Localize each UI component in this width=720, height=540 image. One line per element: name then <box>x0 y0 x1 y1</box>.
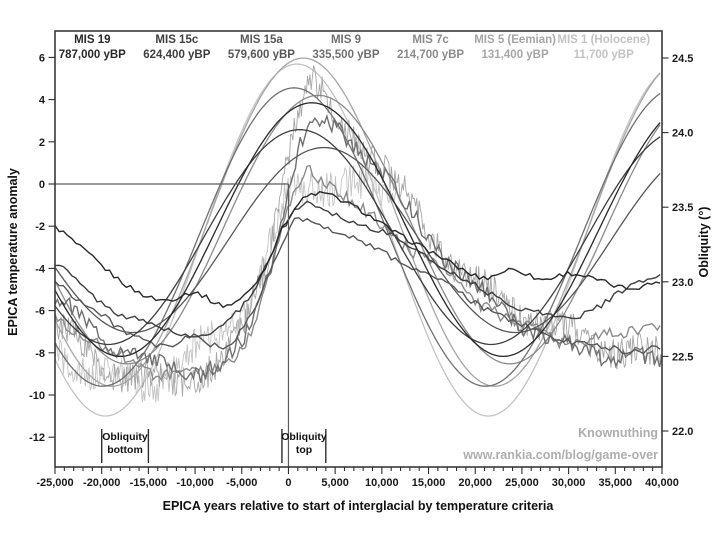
x-tick-label: -15,000 <box>130 477 167 489</box>
legend-series-name: MIS 7c <box>412 34 449 46</box>
y-left-tick-label: 4 <box>39 95 46 107</box>
x-tick-label: 10,000 <box>365 477 399 489</box>
x-tick-label: -20,000 <box>83 477 120 489</box>
plot-frame <box>54 30 663 468</box>
y-axis-label-right: Obliquity (°) <box>697 206 711 278</box>
annotation-obliquity-top-line1: Obliquity <box>281 431 327 443</box>
curves-layer <box>55 57 662 417</box>
legend-series-date: 11,700 yBP <box>573 49 634 61</box>
y-left-tick-label: -2 <box>35 221 45 233</box>
tick-labels: -25,000 -20,000 -15,000 -10,000 -5,000 0 5,000… <box>29 52 693 489</box>
legend-column: MIS 15a 579,600 yBP <box>219 33 304 63</box>
legend-column: MIS 5 (Eemian) 131,400 yBP <box>473 33 558 63</box>
series-mis-15a-temperature-line <box>55 216 661 355</box>
legend-series-name: MIS 19 <box>74 34 111 46</box>
y-axis-label-left: EPICA temperature anomaly <box>6 168 20 336</box>
legend: MIS 19 787,000 yBP MIS 15c 624,400 yBP MIS 1… <box>50 33 650 63</box>
series-mis-7c-temperature-line <box>55 164 661 382</box>
series-mis-9-temperature-line <box>55 113 662 383</box>
y-right-tick-label: 22.5 <box>672 351 693 363</box>
y-right-tick-label: 23.0 <box>672 277 693 289</box>
x-tick-label: 35,000 <box>598 477 632 489</box>
annotation-obliquity-bottom: Obliquity bottom <box>97 431 153 457</box>
y-left-tick-label: 0 <box>39 179 45 191</box>
x-tick-label: -10,000 <box>176 477 213 489</box>
legend-series-date: 335,500 yBP <box>312 49 380 61</box>
annotation-obliquity-top: Obliquity top <box>277 431 331 457</box>
x-tick-label: -5,000 <box>226 477 257 489</box>
legend-series-name: MIS 5 (Eemian) <box>474 34 556 46</box>
legend-column: MIS 19 787,000 yBP <box>50 33 135 63</box>
y-left-tick-label: 6 <box>39 52 45 64</box>
x-tick-label: 0 <box>285 477 291 489</box>
series-mis-7c-obliquity-line <box>55 94 661 365</box>
watermark-author: Knownuthing <box>578 426 658 440</box>
series-mis-19-temperature-line <box>55 190 661 309</box>
annotation-obliquity-bottom-line2: bottom <box>107 444 143 456</box>
x-tick-label: 20,000 <box>458 477 492 489</box>
legend-series-date: 787,000 yBP <box>58 49 126 61</box>
legend-series-name: MIS 1 (Holocene) <box>557 34 651 46</box>
axis-ticks <box>48 56 669 474</box>
y-left-tick-label: -12 <box>29 432 45 444</box>
legend-column: MIS 1 (Holocene) 11,700 yBP <box>557 33 650 63</box>
legend-series-date: 579,600 yBP <box>227 49 295 61</box>
y-right-tick-label: 22.0 <box>672 426 693 438</box>
x-tick-label: 5,000 <box>321 477 349 489</box>
series-mis-15c-temperature-line <box>55 200 661 338</box>
y-left-tick-label: -4 <box>35 263 46 275</box>
x-tick-label: -25,000 <box>36 477 73 489</box>
annotation-brackets <box>100 429 327 463</box>
y-left-tick-label: 2 <box>39 137 45 149</box>
legend-series-date: 131,400 yBP <box>481 49 549 61</box>
x-tick-label: 30,000 <box>552 477 586 489</box>
y-left-tick-label: -10 <box>29 390 45 402</box>
watermark: Knownuthing www.rankia.com/blog/game-ove… <box>463 422 658 466</box>
x-tick-label: 25,000 <box>505 477 539 489</box>
legend-series-name: MIS 9 <box>330 34 361 46</box>
y-left-tick-label: -8 <box>35 348 45 360</box>
legend-column: MIS 9 335,500 yBP <box>304 33 389 63</box>
watermark-url: www.rankia.com/blog/game-over <box>463 448 658 462</box>
x-tick-label: 40,000 <box>645 477 679 489</box>
legend-series-date: 624,400 yBP <box>143 49 211 61</box>
series-mis-19-obliquity-line <box>55 102 661 358</box>
y-right-tick-label: 23.5 <box>672 202 693 214</box>
series-mis-15c-obliquity-line <box>55 129 661 346</box>
y-right-tick-label: 24.5 <box>672 53 693 65</box>
annotation-obliquity-top-line2: top <box>295 444 313 456</box>
legend-series-name: MIS 15c <box>155 34 199 46</box>
x-tick-label: 15,000 <box>412 477 446 489</box>
reference-lines <box>55 183 290 467</box>
y-left-tick-label: -6 <box>35 306 45 318</box>
legend-series-name: MIS 15a <box>239 34 283 46</box>
annotation-obliquity-bottom-line1: Obliquity <box>102 431 148 443</box>
legend-series-date: 214,700 yBP <box>396 49 465 61</box>
y-right-tick-label: 24.0 <box>672 128 693 140</box>
x-axis-label: EPICA years relative to start of intergl… <box>162 499 554 513</box>
legend-column: MIS 15c 624,400 yBP <box>135 33 220 63</box>
series-mis-5-eemian--obliquity-line <box>55 57 661 387</box>
legend-column: MIS 7c 214,700 yBP <box>388 33 473 63</box>
